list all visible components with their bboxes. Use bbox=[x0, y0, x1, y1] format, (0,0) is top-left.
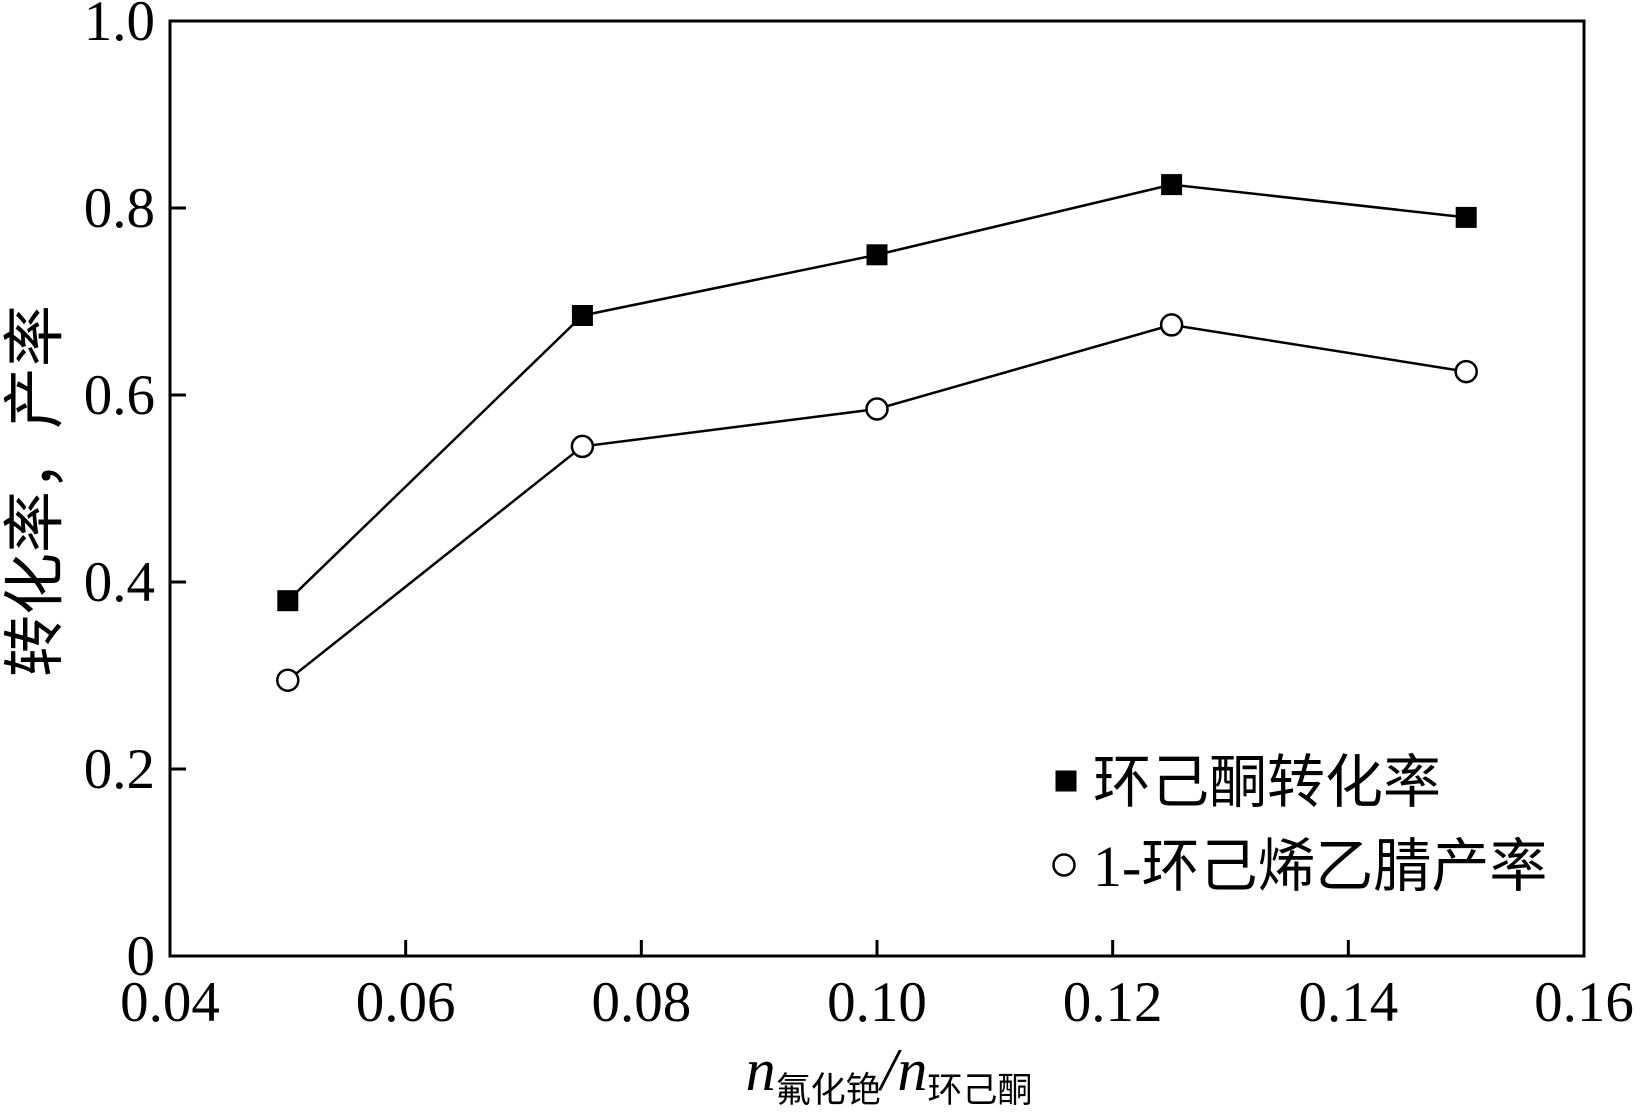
x-axis-ticks: 0.04 0.06 0.08 0.10 0.12 0.14 0.16 bbox=[120, 940, 1634, 1034]
y-tick-label: 1.0 bbox=[84, 0, 155, 53]
y-axis-ticks: 0 0.2 0.4 0.6 0.8 1.0 bbox=[84, 0, 186, 988]
plot-frame bbox=[168, 19, 1586, 958]
y-tick-label: 0.2 bbox=[84, 738, 155, 801]
series-1-line bbox=[287, 323, 1467, 682]
x-tick-label: 0.08 bbox=[591, 971, 691, 1034]
x-tick-label: 0.14 bbox=[1298, 971, 1398, 1034]
x-tick-label: 0.10 bbox=[827, 971, 927, 1034]
legend-label: 环己酮转化率 bbox=[1093, 750, 1441, 815]
legend-item-yield: 1-环己烯乙腈产率 bbox=[1052, 834, 1547, 899]
series-1-point-1 bbox=[570, 434, 595, 459]
x-label-variable-n: n bbox=[897, 1037, 927, 1103]
legend: 环己酮转化率 1-环己烯乙腈产率 bbox=[1052, 750, 1547, 899]
series-0-point-2 bbox=[866, 244, 888, 266]
y-tick-label: 0.4 bbox=[84, 551, 155, 614]
y-tick-label: 0 bbox=[127, 925, 156, 988]
x-tick-label: 0.06 bbox=[356, 971, 456, 1034]
x-label-subscript-cyclohexanone: 环己酮 bbox=[927, 1071, 1032, 1110]
series-0-point-3 bbox=[1161, 174, 1183, 196]
x-tick-label: 0.16 bbox=[1534, 971, 1634, 1034]
x-tick-label: 0.12 bbox=[1063, 971, 1163, 1034]
x-label-subscript-cesium-fluoride: 氟化铯 bbox=[776, 1071, 881, 1110]
series-1-point-3 bbox=[1159, 313, 1184, 337]
series-0-point-1 bbox=[571, 305, 593, 326]
legend-open-circle-icon bbox=[1052, 853, 1076, 877]
y-tick-label: 0.8 bbox=[84, 177, 155, 240]
series-1-point-4 bbox=[1454, 359, 1478, 384]
series-points bbox=[276, 174, 1478, 692]
y-tick-label: 0.6 bbox=[84, 364, 155, 427]
x-label-variable-n: n bbox=[746, 1037, 776, 1103]
series-1-point-2 bbox=[865, 397, 889, 421]
y-axis-label: 转化率，产率 bbox=[2, 305, 70, 677]
legend-filled-square-icon bbox=[1055, 770, 1077, 792]
x-axis-label: n氟化铯/n环己酮 bbox=[746, 1037, 1033, 1110]
series-0-point-4 bbox=[1455, 206, 1477, 228]
series-0-point-0 bbox=[277, 590, 299, 612]
legend-label: 1-环己烯乙腈产率 bbox=[1093, 834, 1547, 899]
legend-item-conversion: 环己酮转化率 bbox=[1055, 750, 1441, 815]
x-tick-label: 0.04 bbox=[120, 971, 220, 1034]
series-1-point-0 bbox=[276, 668, 300, 692]
